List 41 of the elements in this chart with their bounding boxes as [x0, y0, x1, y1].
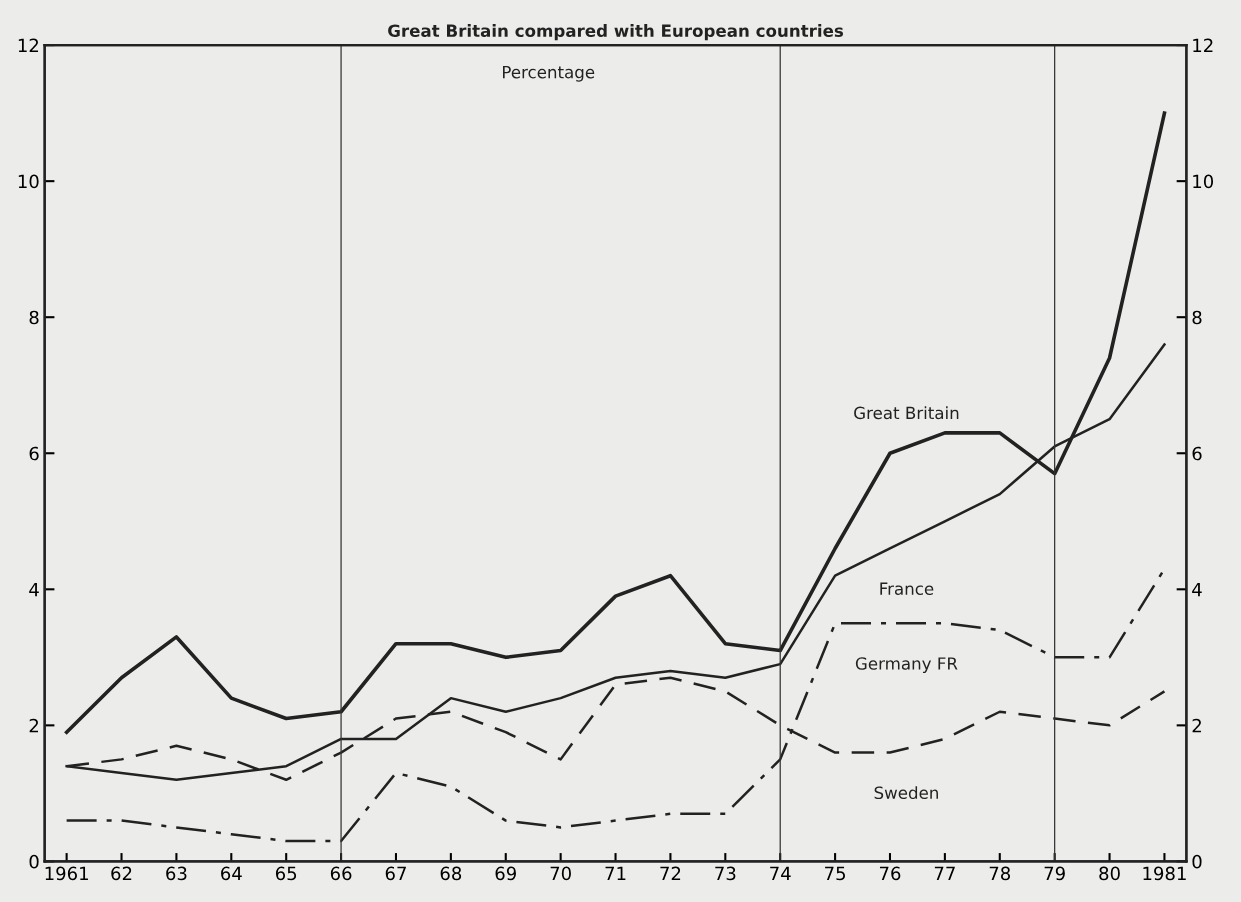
x-tick-label: 62 [111, 866, 132, 881]
series-label: Great Britain [854, 406, 959, 420]
x-tick-label: 1961 [45, 866, 88, 881]
series-label: Germany FR [855, 657, 958, 674]
y-axis-title: Percentage [503, 66, 595, 82]
x-tick-label: 64 [221, 866, 242, 881]
x-tick-label: 1981 [1143, 866, 1186, 881]
x-tick-label: 79 [1044, 866, 1065, 881]
text: Sweden [874, 786, 938, 800]
x-tick-label: 67 [385, 866, 406, 881]
y-tick-label: 12 [18, 38, 39, 52]
y-tick-label: 10 [18, 174, 39, 189]
x-tick-label: 66 [330, 866, 352, 881]
y-tick-label: 2 [29, 718, 39, 733]
y2-tick-label: 6 [1192, 446, 1202, 461]
x-tick-label: 63 [166, 866, 187, 881]
x-tick-label: 72 [660, 866, 681, 880]
x-tick-label: 76 [879, 866, 901, 881]
y-tick-label: 0 [29, 854, 39, 869]
x-tick-label: 70 [550, 866, 571, 881]
series-label: France [880, 582, 934, 595]
y2-tick-label: 2 [1192, 718, 1201, 733]
y-tick-label: 6 [29, 446, 39, 461]
x-tick-label: 71 [605, 866, 626, 880]
x-tick-label: 78 [989, 866, 1011, 881]
y-tick-label: 4 [29, 583, 39, 597]
y-tick-label: 8 [29, 310, 39, 325]
x-tick-label: 75 [825, 866, 846, 881]
x-tick-label: 68 [440, 866, 462, 881]
y2-tick-label: 0 [1192, 854, 1202, 869]
y2-tick-label: 4 [1192, 583, 1202, 597]
x-tick-label: 65 [275, 866, 297, 881]
x-tick-label: 69 [495, 866, 516, 881]
x-tick-label: 77 [934, 866, 955, 880]
chart-title: Great Britain compared with European countries [388, 24, 844, 41]
x-tick-label: 80 [1099, 866, 1120, 881]
y2-tick-label: 8 [1192, 310, 1202, 325]
x-tick-label: 74 [770, 866, 791, 880]
y2-tick-label: 10 [1193, 174, 1214, 189]
x-tick-label: 73 [715, 866, 736, 881]
y2-tick-label: 12 [1193, 38, 1213, 52]
